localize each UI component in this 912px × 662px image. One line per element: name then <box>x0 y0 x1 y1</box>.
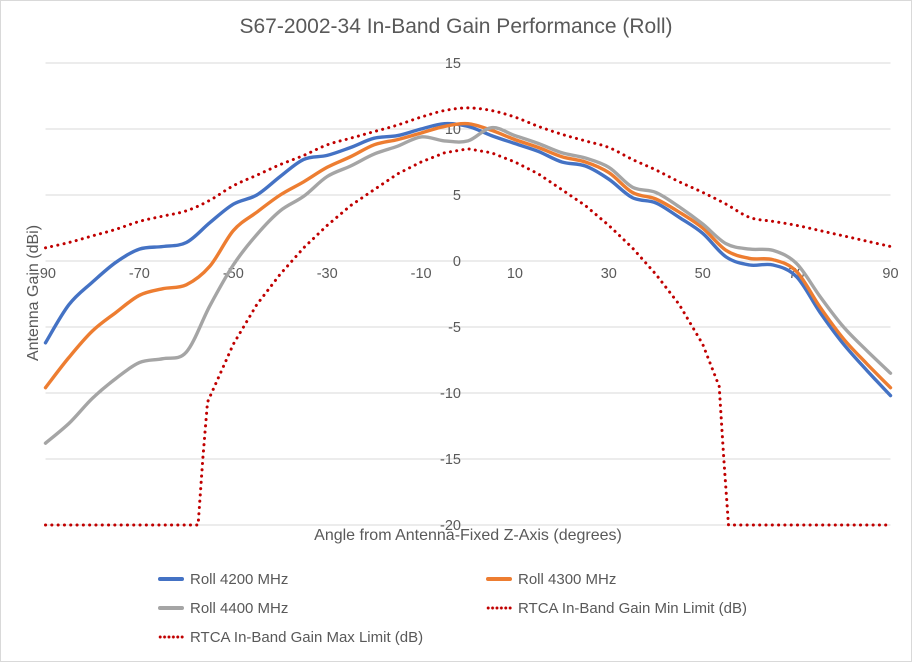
y-tick-label: -20 <box>440 518 461 534</box>
x-tick-label: 30 <box>601 266 617 282</box>
x-tick-label: 90 <box>882 266 898 282</box>
x-tick-label: -30 <box>317 266 338 282</box>
legend-label: Roll 4300 MHz <box>518 570 617 588</box>
x-tick-label: -90 <box>35 266 56 282</box>
series-roll-4300 <box>43 121 893 390</box>
x-tick-label: -70 <box>129 266 150 282</box>
x-tick-label: -50 <box>223 266 244 282</box>
line-swatch-gray <box>158 606 184 610</box>
dotted-swatch-red-min <box>486 606 512 610</box>
legend-label: RTCA In-Band Gain Max Limit (dB) <box>190 628 424 646</box>
series-rtca-max-limit <box>44 106 892 250</box>
x-axis-title: Angle from Antenna-Fixed Z-Axis (degrees… <box>314 527 622 544</box>
y-tick-label: -10 <box>440 386 461 402</box>
y-tick-label: 15 <box>445 56 461 72</box>
y-tick-label: -15 <box>440 452 461 468</box>
legend-label: Roll 4400 MHz <box>190 599 289 617</box>
legend-label: RTCA In-Band Gain Min Limit (dB) <box>518 599 747 617</box>
x-tick-label: 10 <box>507 266 523 282</box>
series-roll-4200 <box>43 121 893 398</box>
line-swatch-orange <box>486 577 512 581</box>
x-tick-label: 50 <box>695 266 711 282</box>
legend-label: Roll 4200 MHz <box>190 570 289 588</box>
y-tick-label: 0 <box>453 254 461 270</box>
y-tick-label: 5 <box>453 188 461 204</box>
legend-item-rtca-max: RTCA In-Band Gain Max Limit (dB) <box>158 626 486 648</box>
legend-item-roll-4300: Roll 4300 MHz <box>486 568 747 590</box>
legend: Roll 4200 MHz Roll 4300 MHz Roll 4400 MH… <box>158 568 747 648</box>
line-swatch-blue <box>158 577 184 581</box>
legend-item-roll-4200: Roll 4200 MHz <box>158 568 486 590</box>
y-tick-label: -5 <box>448 320 461 336</box>
dotted-swatch-red-max <box>158 635 184 639</box>
legend-item-roll-4400: Roll 4400 MHz <box>158 597 486 619</box>
chart-title: S67-2002-34 In-Band Gain Performance (Ro… <box>239 15 673 38</box>
y-axis-title: Antenna Gain (dBi) <box>25 224 42 362</box>
series-roll-4400 <box>43 125 893 445</box>
series-rtca-min-limit <box>44 147 892 527</box>
x-tick-label: -10 <box>411 266 432 282</box>
legend-item-rtca-min: RTCA In-Band Gain Min Limit (dB) <box>486 597 747 619</box>
